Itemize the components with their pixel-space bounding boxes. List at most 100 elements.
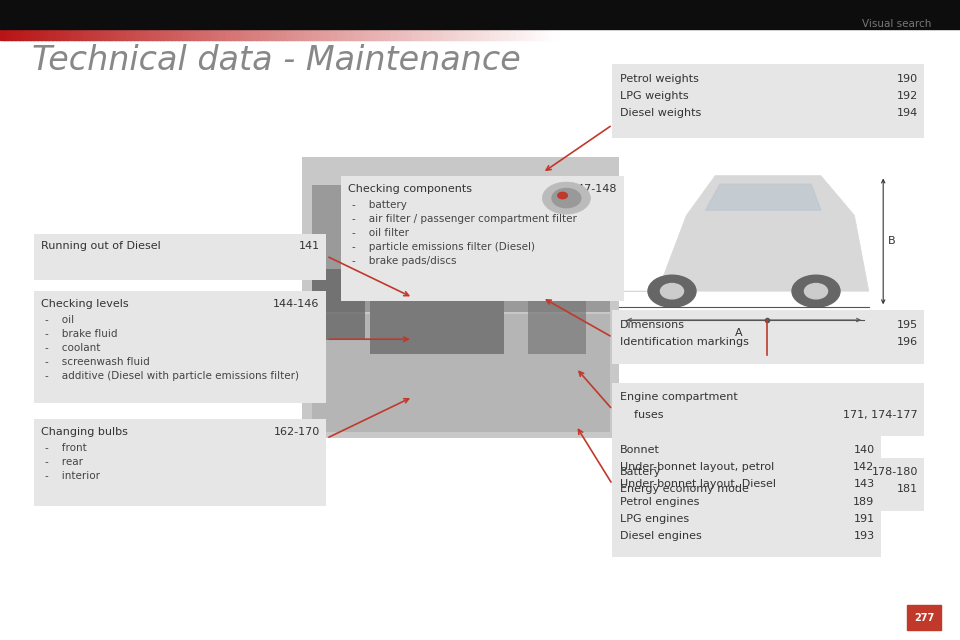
Bar [453,29,458,40]
Bar [434,29,439,40]
Bar [394,29,398,40]
Bar [4,29,9,40]
Bar [123,29,127,40]
Bar [241,29,246,40]
Bar [505,29,510,40]
Bar [408,29,413,40]
Bar [204,29,209,40]
Text: fuses: fuses [620,410,663,420]
Bar [12,29,15,40]
Bar [438,29,443,40]
Polygon shape [624,175,869,291]
Bar [401,29,405,40]
Bar [471,29,476,40]
Bar [275,29,279,40]
Bar [223,29,228,40]
Bar [34,29,38,40]
Text: 178-180: 178-180 [872,467,918,477]
Bar [475,29,480,40]
Bar [278,29,283,40]
Bar [370,255,504,354]
Bar [372,29,376,40]
Text: -    rear: - rear [45,457,84,467]
Bar [119,29,124,40]
Text: -    particle emissions filter (Diesel): - particle emissions filter (Diesel) [352,242,536,252]
Text: -    brake pads/discs: - brake pads/discs [352,256,457,266]
Bar [159,29,164,40]
Bar [18,29,23,40]
Text: Dimensions: Dimensions [620,320,685,330]
Text: 144-146: 144-146 [274,299,320,309]
Bar [479,29,484,40]
Bar [227,29,231,40]
Circle shape [648,275,696,307]
Bar [483,29,488,40]
Text: 192: 192 [897,91,918,101]
Text: 277: 277 [914,612,935,623]
Circle shape [552,188,581,207]
Bar [44,29,49,40]
Bar [153,29,156,40]
Text: 147-148: 147-148 [571,184,617,194]
Bar [230,29,235,40]
Bar [41,29,45,40]
Bar [334,29,339,40]
Text: Engine compartment: Engine compartment [620,392,738,403]
Bar [256,29,261,40]
Text: Checking components: Checking components [348,184,472,194]
Bar [390,29,395,40]
Bar [545,29,550,40]
Bar [468,29,472,40]
Text: 181: 181 [897,484,918,495]
Circle shape [660,284,684,299]
Bar [181,29,186,40]
Bar [449,29,454,40]
Bar [523,29,528,40]
Text: Bonnet: Bonnet [620,445,660,455]
Bar [290,29,294,40]
Bar [137,29,142,40]
Bar [457,29,461,40]
Text: -    screenwash fluid: - screenwash fluid [45,357,150,367]
Bar [56,29,60,40]
Bar [531,29,536,40]
Text: Petrol engines: Petrol engines [620,497,700,507]
Bar [542,29,546,40]
Bar [487,29,491,40]
Bar [297,29,301,40]
Bar [323,29,327,40]
Text: 190: 190 [897,74,918,84]
Bar [302,157,619,438]
Bar [312,314,610,432]
Bar [70,29,75,40]
Bar [82,29,86,40]
Bar [167,29,172,40]
Bar [612,64,924,138]
Bar [0,0,960,29]
Bar [490,29,494,40]
Bar [60,29,64,40]
Bar [346,29,349,40]
Bar [360,29,365,40]
Bar [612,383,924,436]
Bar [130,29,134,40]
Bar [348,29,353,40]
Circle shape [792,275,840,307]
Bar [535,29,540,40]
Text: -    interior: - interior [45,471,100,481]
Bar [513,29,516,40]
Bar [211,29,216,40]
Bar [907,605,941,630]
Bar [338,29,343,40]
Text: B: B [888,236,896,246]
Bar [497,29,502,40]
Text: LPG weights: LPG weights [620,91,688,101]
Bar [378,29,383,40]
Bar [364,29,369,40]
Bar [527,29,532,40]
Bar [63,29,68,40]
Bar [493,29,498,40]
Bar [115,29,120,40]
Text: Diesel engines: Diesel engines [620,531,702,541]
Bar [197,29,202,40]
